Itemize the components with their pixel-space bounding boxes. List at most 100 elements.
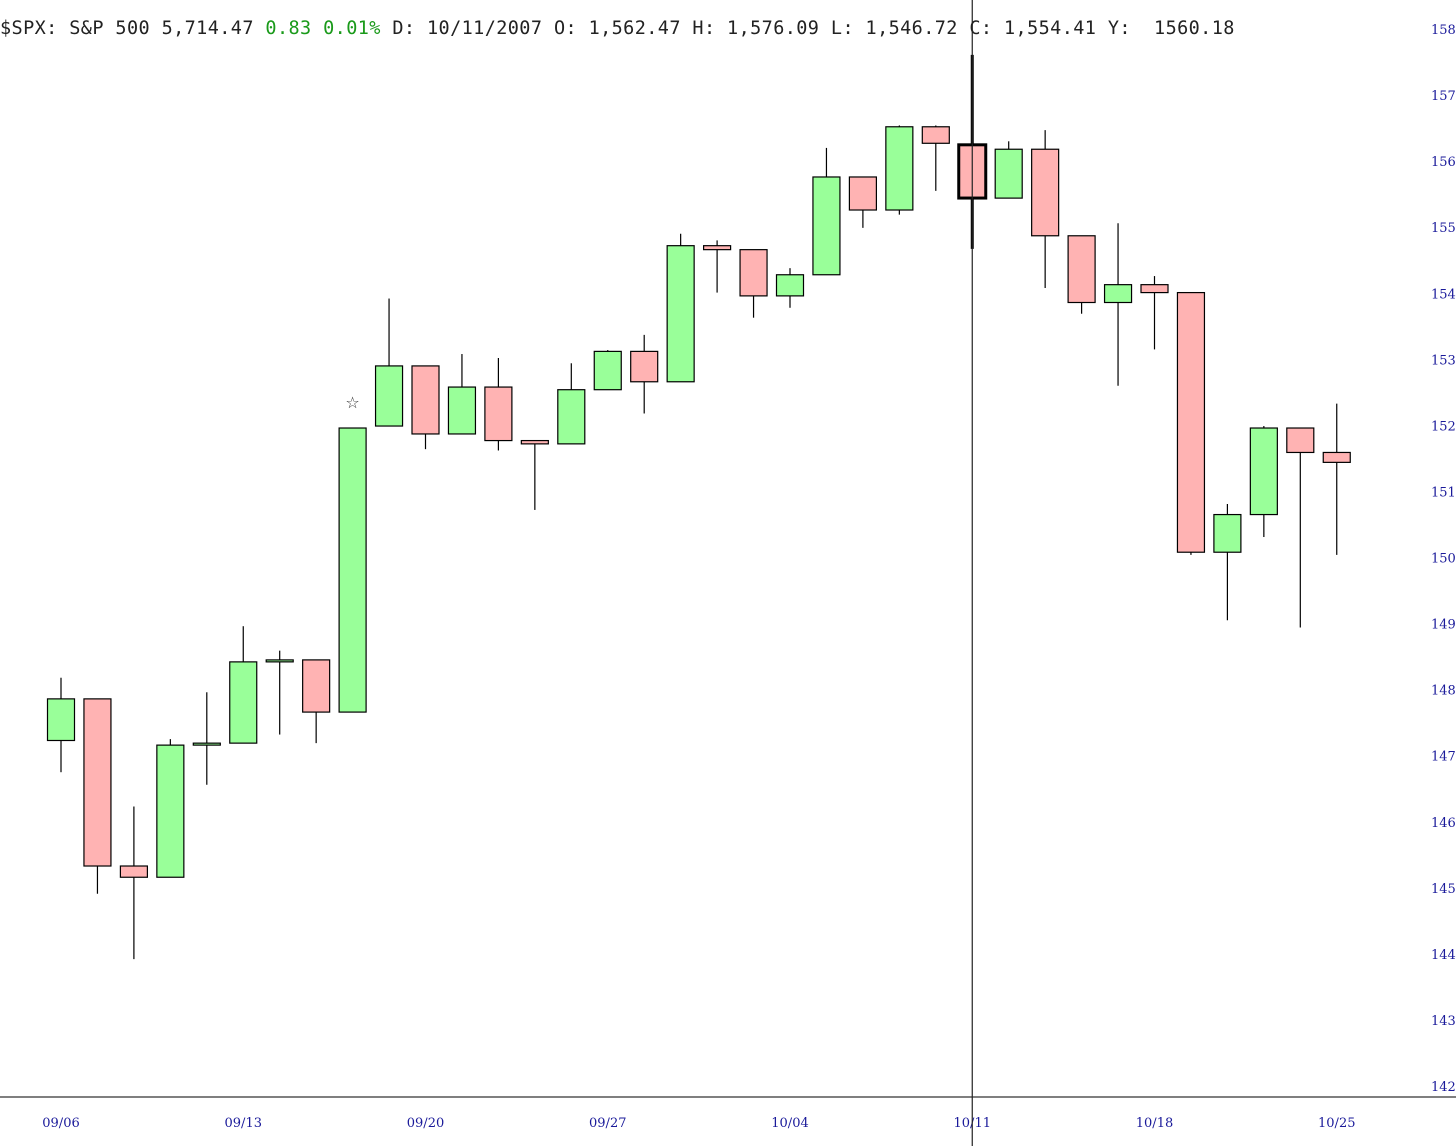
candle-body-down — [1140, 284, 1169, 294]
candle-body-up — [156, 744, 185, 878]
candle[interactable] — [848, 176, 878, 228]
y-tick-label: 1570 — [1431, 89, 1456, 104]
y-tick-label: 1520 — [1431, 419, 1456, 434]
candle-body-down — [119, 865, 149, 878]
candles-layer: ☆ — [46, 54, 1351, 960]
low-value: 1,546.72 — [865, 18, 958, 39]
candle[interactable] — [921, 125, 950, 191]
y-tick-label: 1450 — [1431, 882, 1456, 897]
candle[interactable] — [192, 692, 221, 785]
candle[interactable] — [739, 249, 768, 318]
candle-body-up — [666, 245, 695, 383]
candle-body-down — [302, 659, 331, 713]
candle-body-down — [1067, 235, 1096, 304]
high-label: H: — [692, 18, 716, 39]
candle[interactable] — [265, 650, 294, 735]
candle[interactable] — [83, 698, 112, 894]
y-tick-label: 1470 — [1431, 750, 1456, 765]
candle-body-up — [46, 698, 76, 742]
y-tick-label: 1510 — [1431, 485, 1456, 500]
x-axis-ticks: 09/06 09/13 09/20 09/27 10/04 10/11 10/18 10/25 — [42, 1116, 1355, 1131]
candle-body-down — [1322, 451, 1351, 463]
index-name: S&P 500 — [69, 18, 151, 39]
candle[interactable] — [775, 268, 805, 308]
price-change: 0.83 — [265, 18, 312, 39]
candle-body-up — [447, 386, 477, 435]
date-value: 10/11/2007 — [427, 18, 543, 39]
candle[interactable] — [557, 363, 586, 445]
candle[interactable] — [885, 125, 914, 215]
candle-body-down — [484, 386, 513, 442]
candle[interactable] — [520, 439, 549, 510]
y-tick-label: 1560 — [1431, 155, 1456, 170]
candle-body-up — [229, 661, 258, 744]
candle[interactable] — [666, 233, 695, 383]
y-tick-label: 1540 — [1431, 287, 1456, 302]
candle[interactable] — [630, 334, 659, 414]
candle[interactable] — [1322, 403, 1351, 555]
candle-body-up — [338, 427, 367, 713]
close-value: 1,554.41 — [1004, 18, 1097, 39]
candle-body-up — [374, 365, 404, 427]
x-tick-label: 09/13 — [225, 1116, 262, 1131]
y-tick-label: 1420 — [1431, 1080, 1456, 1095]
candle[interactable] — [447, 354, 477, 435]
candle-body-up — [812, 176, 841, 276]
x-tick-label: 10/04 — [771, 1116, 808, 1131]
candle-body-up — [994, 148, 1023, 199]
candle-body-up — [1213, 513, 1242, 553]
candle[interactable] — [1176, 291, 1206, 555]
quote-header: $SPX: S&P 500 5,714.47 0.83 0.01% D: 10/… — [0, 18, 1420, 46]
y-tick-label: 1550 — [1431, 221, 1456, 236]
candle-body-up — [192, 742, 221, 746]
x-tick-label: 09/27 — [589, 1116, 626, 1131]
x-tick-label: 10/25 — [1318, 1116, 1355, 1131]
candle-body-up — [557, 389, 586, 445]
y-tick-label: 1500 — [1431, 552, 1456, 567]
candle-body-down — [702, 245, 732, 251]
candle[interactable] — [1213, 503, 1242, 621]
open-label: O: — [553, 18, 578, 39]
candle[interactable] — [302, 659, 331, 744]
prev-close-label: Y: — [1107, 18, 1131, 39]
candle[interactable] — [994, 141, 1023, 199]
candle[interactable] — [1067, 235, 1096, 314]
candle[interactable] — [338, 427, 367, 713]
candle[interactable] — [1286, 427, 1315, 628]
candle-body-down — [630, 350, 659, 383]
last-price: 5,714.47 — [161, 18, 254, 39]
candle-body-up — [593, 350, 622, 391]
candle[interactable] — [119, 806, 149, 960]
candle[interactable] — [156, 739, 185, 878]
candle-body-up — [265, 659, 294, 663]
candle[interactable] — [411, 365, 440, 450]
candle-body-down — [739, 249, 768, 297]
candle-body-down — [1031, 148, 1060, 237]
candle[interactable] — [1031, 130, 1060, 288]
x-tick-label: 09/06 — [42, 1116, 79, 1131]
candle[interactable] — [484, 357, 513, 451]
x-tick-label: 09/20 — [407, 1116, 444, 1131]
candle-body-up — [1103, 284, 1133, 304]
candle[interactable] — [702, 240, 732, 293]
prev-close-value: 1560.18 — [1154, 18, 1235, 39]
candle-body-down — [83, 698, 112, 867]
candle[interactable] — [1140, 276, 1169, 350]
candle-body-up — [885, 126, 914, 211]
y-tick-label: 1460 — [1431, 816, 1456, 831]
candle[interactable] — [593, 350, 622, 391]
candle[interactable] — [229, 626, 258, 744]
candle[interactable] — [1249, 426, 1278, 538]
candle[interactable] — [812, 147, 841, 276]
candle-body-down — [520, 439, 549, 445]
y-tick-label: 1430 — [1431, 1014, 1456, 1029]
candle[interactable] — [374, 298, 404, 427]
candle[interactable] — [1103, 223, 1133, 386]
candle[interactable] — [46, 677, 76, 773]
symbol: $SPX: — [0, 18, 58, 39]
high-value: 1,576.09 — [727, 18, 820, 39]
candle-body-down — [411, 365, 440, 435]
candle-body-down — [921, 126, 950, 144]
